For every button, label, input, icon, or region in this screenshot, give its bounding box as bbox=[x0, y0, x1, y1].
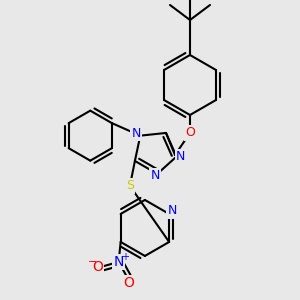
Text: N: N bbox=[151, 169, 160, 182]
Text: O: O bbox=[123, 276, 134, 290]
Text: +: + bbox=[121, 252, 129, 262]
Text: −: − bbox=[88, 257, 97, 267]
Text: O: O bbox=[92, 260, 103, 274]
Text: N: N bbox=[132, 127, 141, 140]
Text: N: N bbox=[113, 255, 124, 269]
Text: S: S bbox=[126, 179, 134, 192]
Text: N: N bbox=[176, 150, 185, 163]
Text: N: N bbox=[167, 204, 177, 218]
Text: O: O bbox=[185, 127, 195, 140]
